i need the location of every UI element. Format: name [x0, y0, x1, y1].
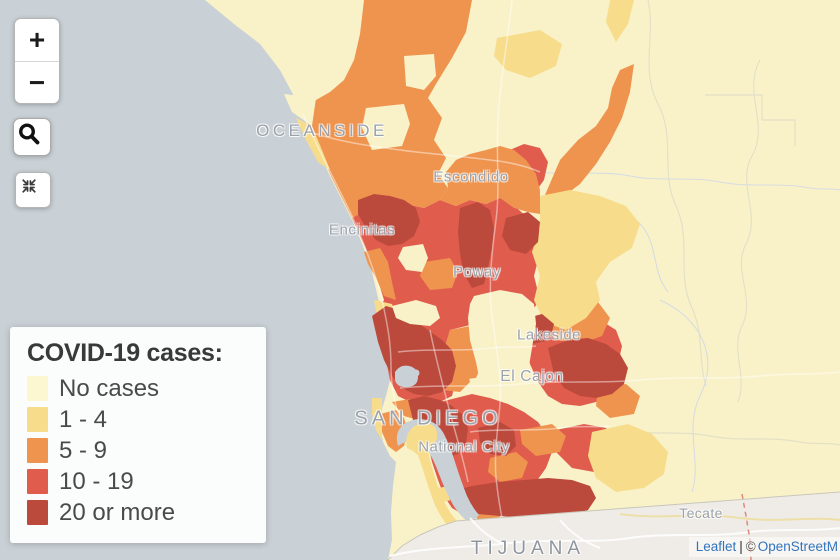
choropleth-layer-no-cases[interactable] — [284, 54, 536, 396]
legend-label: 1 - 4 — [59, 405, 108, 433]
choropleth-layer-1-4[interactable] — [296, 0, 668, 502]
coronado-strand[interactable] — [406, 423, 457, 527]
legend-row: 1 - 4 — [27, 404, 266, 435]
highways — [302, 0, 840, 523]
search-icon — [18, 123, 40, 145]
legend-row: 5 - 9 — [27, 435, 266, 466]
legend-swatch-no-cases — [27, 376, 48, 401]
legend-row: No cases — [27, 373, 266, 404]
zoom-in-button[interactable]: + — [15, 19, 59, 61]
legend-label: 10 - 19 — [59, 467, 134, 495]
legend-swatch-5-9 — [27, 438, 48, 463]
collapse-arrows-icon — [22, 179, 36, 193]
copyright-symbol: © — [745, 539, 756, 554]
legend-label: 5 - 9 — [59, 436, 108, 464]
leaflet-link[interactable]: Leaflet — [695, 539, 737, 554]
legend-row: 10 - 19 — [27, 466, 266, 497]
openstreetmap-link[interactable]: OpenStreetM — [757, 539, 838, 554]
legend-row: 20 or more — [27, 497, 266, 528]
search-button[interactable] — [13, 118, 51, 156]
attribution: Leaflet | © OpenStreetM — [688, 537, 840, 557]
legend-swatch-10-19 — [27, 469, 48, 494]
legend-label: No cases — [59, 374, 160, 402]
legend-label: 20 or more — [59, 498, 176, 526]
river-boundaries — [539, 171, 840, 493]
zoom-out-button[interactable]: − — [15, 61, 59, 103]
zoom-control: + − — [14, 18, 60, 104]
legend-title: COVID-19 cases: — [27, 339, 223, 367]
bays — [395, 365, 479, 524]
choropleth-layer-20-plus[interactable] — [358, 194, 628, 518]
legend: COVID-19 cases: No cases 1 - 4 5 - 9 10 … — [10, 327, 266, 543]
attribution-separator: | — [739, 539, 743, 554]
legend-swatch-1-4 — [27, 407, 48, 432]
legend-swatch-20-or-more — [27, 500, 48, 525]
fullscreen-button[interactable] — [15, 172, 51, 208]
admin-boundaries — [619, 0, 840, 446]
